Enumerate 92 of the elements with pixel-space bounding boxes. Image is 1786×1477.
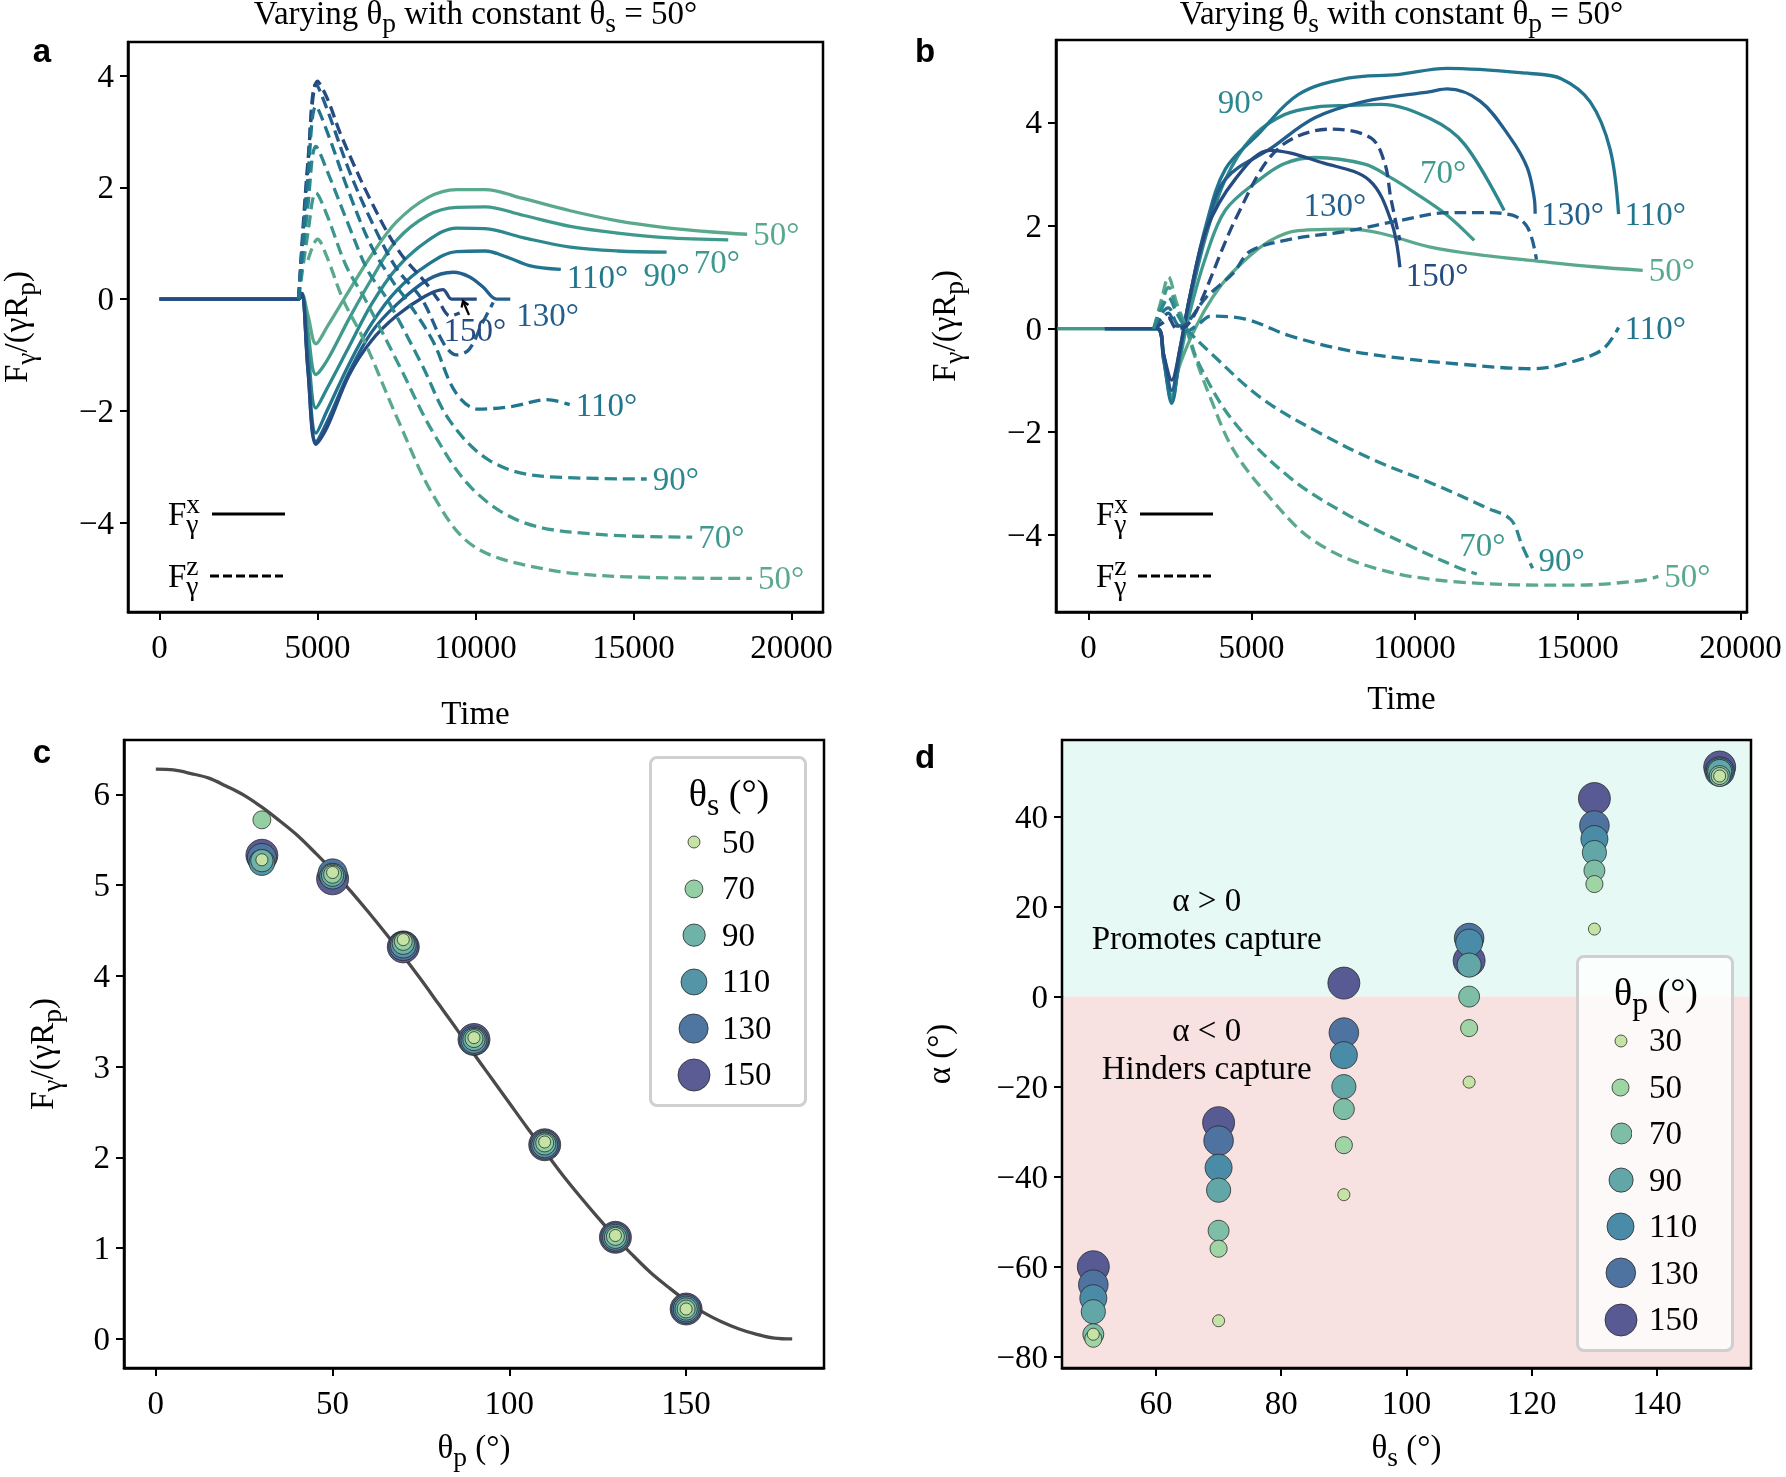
band-label: α > 0 Promotes capture [1091,881,1322,956]
x-tick-label: 10000 [1373,628,1456,665]
text: c [32,733,52,771]
y-tick-label: −4 [78,504,114,541]
legend-label: 130 [1649,1254,1699,1291]
series-label: 130° [1541,195,1604,232]
legend-label: 90 [1649,1161,1682,1198]
x-tick-label: 50 [316,1384,350,1421]
x-axis-title: Time [1367,680,1436,718]
y-tick-label: 2 [93,1139,110,1176]
x-tick-label: 0 [1080,628,1097,665]
y-axis-title: α (°) [921,1023,959,1085]
x-tick-label: 60 [1139,1384,1173,1421]
series-label: 110° [1624,309,1687,346]
legend-label: 70 [1649,1115,1682,1152]
x-tick-label: 140 [1632,1384,1682,1421]
y-tick-label: −80 [996,1338,1048,1375]
legend-title: θ$_{s}$ (°) [688,772,770,822]
legend-label: 30 [1649,1022,1682,1059]
y-tick-label: 4 [1025,104,1042,141]
series-label: 70° [1459,526,1506,563]
series-label: 90° [1217,84,1265,121]
legend-label: 150 [722,1056,772,1093]
y-tick-label: −60 [996,1248,1048,1285]
legend-label: 150 [1649,1301,1699,1338]
annotation: 150° [443,312,507,351]
y-tick-label: 3 [93,1048,110,1085]
series-label: 110° [566,259,629,296]
series-label: 90° [652,461,699,497]
x-tick-label: 80 [1264,1384,1298,1421]
x-tick-label: 5000 [284,628,351,665]
series-label: 50° [753,216,800,253]
x-tick-label: 15000 [592,628,675,665]
series-label: 130° [1303,187,1367,224]
series-label: 90° [643,256,690,293]
y-tick-label: 0 [1025,310,1042,347]
chart-title: Varying θ$_{s}$ with constant θ$_{p}$ = 50° [1179,0,1624,38]
y-tick-label: −40 [996,1158,1048,1195]
text: b [914,32,936,70]
y-tick-label: −2 [1006,413,1042,450]
y-tick-label: 20 [1015,888,1048,925]
series-label: 110° [1624,196,1687,233]
legend-label: 50 [722,823,755,860]
y-tick-label: 2 [97,169,114,206]
legend-label: 50 [1649,1068,1682,1105]
y-tick-label: 40 [1015,798,1048,835]
x-tick-label: 100 [1381,1384,1432,1421]
x-tick-label: 120 [1507,1384,1557,1421]
text: a [32,32,52,70]
x-tick-label: 100 [484,1384,535,1421]
y-tick-label: 6 [93,776,110,813]
x-tick-label: 20000 [1699,628,1782,665]
series-label: 50° [1648,252,1695,289]
x-axis-title: θ$_{p}$ (°) [437,1429,511,1472]
x-tick-label: 20000 [750,628,833,665]
x-axis-title: Time [441,695,510,733]
y-tick-label: −20 [996,1068,1048,1105]
x-tick-label: 0 [151,628,168,665]
y-tick-label: −4 [1006,516,1042,553]
y-tick-label: 5 [93,867,110,904]
y-tick-label: 1 [93,1230,110,1267]
series-label: 70° [1419,153,1467,190]
series-label: 70° [698,519,745,556]
y-tick-label: 0 [1031,978,1048,1015]
y-tick-label: −2 [78,392,114,429]
series-label: 70° [693,244,740,281]
x-tick-label: 0 [147,1384,165,1421]
x-axis-title: θ$_{s}$ (°) [1371,1429,1442,1472]
series-label: 50° [757,560,805,597]
series-label: 150° [1405,257,1469,294]
series-label: 130° [516,297,579,334]
chart-title: Varying θ$_{p}$ with constant θ$_{s}$ = 50° [253,0,698,38]
legend-title: θ$_{p}$ (°) [1613,970,1699,1021]
x-tick-label: 15000 [1536,628,1619,665]
series-label: 90° [1538,542,1585,579]
y-tick-label: 0 [97,281,114,318]
band-label: α < 0 Hinders capture [1101,1011,1312,1086]
y-tick-label: 4 [97,57,114,94]
legend-label: 90 [722,916,755,953]
text: d [914,738,936,776]
y-tick-label: 4 [93,957,110,994]
legend-label: 130 [722,1009,772,1046]
series-label: 50° [1664,558,1711,595]
legend-label: 110 [1649,1208,1698,1245]
x-tick-label: 5000 [1218,628,1285,665]
series-label: 110° [575,386,638,423]
legend-label: 70 [722,870,755,907]
legend-label: 110 [722,963,771,1000]
x-tick-label: 150 [661,1384,711,1421]
y-tick-label: 0 [93,1320,110,1357]
y-tick-label: 2 [1025,207,1042,244]
x-tick-label: 10000 [434,628,517,665]
